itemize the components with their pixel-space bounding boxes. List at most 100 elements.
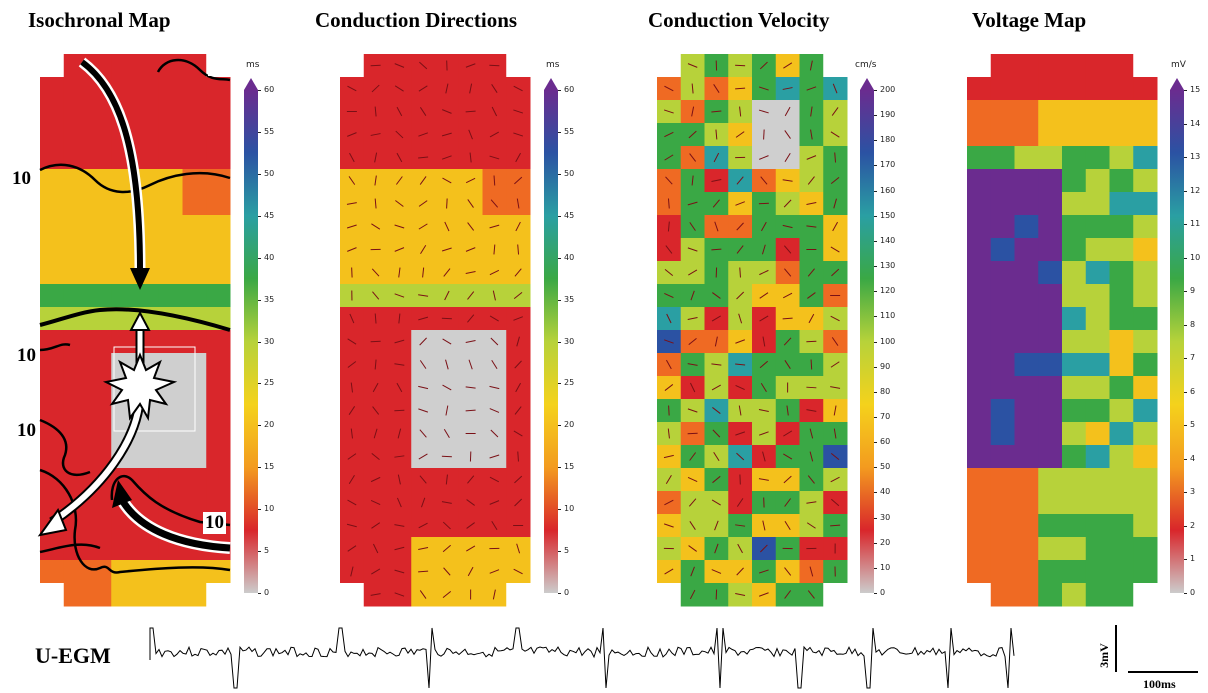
direction-arrow bbox=[806, 202, 817, 205]
map-cell bbox=[1109, 54, 1134, 78]
map-cell bbox=[135, 537, 160, 561]
map-cell bbox=[1109, 560, 1134, 584]
map-cell bbox=[1133, 261, 1158, 285]
direction-arrow bbox=[441, 132, 452, 137]
map-cell bbox=[63, 284, 88, 308]
map-cell bbox=[1133, 491, 1158, 515]
arrow-head bbox=[112, 480, 132, 508]
map-cell bbox=[1038, 238, 1063, 262]
map-cell bbox=[40, 123, 65, 147]
direction-arrow bbox=[782, 179, 793, 182]
direction-arrow bbox=[806, 409, 817, 412]
directions-colorbar bbox=[544, 78, 558, 593]
direction-arrow bbox=[807, 590, 815, 599]
colorbar-tick-label: 5 bbox=[564, 546, 570, 556]
map-cell bbox=[1038, 215, 1063, 239]
colorbar-tick-label: 10 bbox=[564, 504, 575, 514]
direction-arrow bbox=[714, 336, 718, 347]
colorbar-tick-mark bbox=[1184, 458, 1187, 460]
map-cell bbox=[1014, 468, 1039, 492]
map-cell bbox=[1109, 583, 1134, 607]
colorbar-tick-label: 140 bbox=[880, 235, 896, 245]
colorbar-tick-mark bbox=[874, 517, 877, 519]
map-cell bbox=[1085, 261, 1110, 285]
map-cell bbox=[967, 583, 992, 607]
map-cell bbox=[990, 77, 1015, 101]
map-cell bbox=[1062, 445, 1087, 469]
direction-arrow bbox=[739, 106, 742, 117]
map-cell bbox=[63, 169, 88, 193]
direction-arrow bbox=[784, 520, 791, 531]
direction-arrow bbox=[737, 543, 743, 554]
colorbar-tick-label: 190 bbox=[880, 110, 896, 120]
direction-arrow bbox=[830, 177, 840, 184]
direction-arrow bbox=[517, 451, 519, 462]
direction-arrow bbox=[759, 315, 769, 322]
isochrone-label: 10 bbox=[203, 512, 226, 534]
direction-arrow bbox=[759, 155, 769, 160]
direction-arrow bbox=[691, 106, 695, 117]
direction-arrow bbox=[762, 451, 766, 462]
colorbar-tick-mark bbox=[1184, 425, 1187, 427]
map-cell bbox=[40, 169, 65, 193]
direction-arrow bbox=[514, 406, 522, 415]
direction-arrow bbox=[374, 359, 377, 370]
map-cell bbox=[1109, 422, 1134, 446]
map-cell bbox=[990, 284, 1015, 308]
direction-arrow bbox=[444, 290, 450, 301]
map-cell bbox=[87, 215, 112, 239]
map-cell bbox=[990, 215, 1015, 239]
colorbar-tick-mark bbox=[558, 509, 561, 511]
scale-bars bbox=[1115, 625, 1198, 673]
map-cell bbox=[1014, 261, 1039, 285]
direction-arrow bbox=[809, 60, 813, 71]
colorbar-tick-label: 35 bbox=[564, 294, 575, 304]
direction-arrow bbox=[687, 476, 698, 483]
map-cell bbox=[206, 468, 231, 492]
direction-arrow bbox=[784, 590, 792, 599]
direction-arrow bbox=[420, 244, 427, 255]
colorbar-tick-mark bbox=[1184, 291, 1187, 293]
direction-arrow bbox=[759, 592, 769, 597]
map-cell bbox=[135, 284, 160, 308]
direction-arrow bbox=[371, 223, 381, 230]
map-cell bbox=[111, 261, 136, 285]
map-cell bbox=[40, 238, 65, 262]
map-cell bbox=[990, 353, 1015, 377]
direction-arrow bbox=[830, 386, 841, 389]
direction-arrow bbox=[714, 221, 719, 232]
map-cell bbox=[87, 100, 112, 124]
direction-arrow bbox=[465, 271, 476, 274]
direction-arrow bbox=[418, 408, 429, 413]
direction-arrow bbox=[513, 316, 523, 321]
direction-arrow bbox=[761, 221, 767, 232]
map-cell bbox=[1038, 100, 1063, 124]
map-cell bbox=[1109, 399, 1134, 423]
colorbar-tick-mark bbox=[258, 131, 261, 133]
map-cell bbox=[967, 100, 992, 124]
map-cell bbox=[206, 77, 231, 101]
map-cell bbox=[1014, 514, 1039, 538]
map-cell bbox=[40, 468, 65, 492]
direction-arrow bbox=[513, 430, 523, 437]
map-cell bbox=[158, 330, 183, 354]
colorbar-tick-mark bbox=[1184, 224, 1187, 226]
direction-arrow bbox=[394, 224, 405, 229]
isochrone-line bbox=[110, 474, 231, 527]
colorbar-tick-mark bbox=[1184, 391, 1187, 393]
direction-arrow bbox=[687, 201, 698, 206]
direction-arrow bbox=[831, 268, 840, 277]
direction-arrow bbox=[735, 524, 746, 527]
colorbar-tick-label: 200 bbox=[880, 85, 896, 94]
direction-arrow bbox=[806, 522, 816, 529]
direction-arrow bbox=[490, 429, 499, 438]
direction-arrow bbox=[346, 523, 357, 528]
direction-arrow bbox=[664, 384, 674, 391]
map-cell bbox=[1014, 215, 1039, 239]
direction-arrow bbox=[831, 337, 839, 346]
map-cell bbox=[1014, 491, 1039, 515]
map-cell bbox=[1014, 422, 1039, 446]
map-cell bbox=[40, 261, 65, 285]
colorbar-tick-mark bbox=[874, 291, 877, 293]
map-cell bbox=[1014, 330, 1039, 354]
